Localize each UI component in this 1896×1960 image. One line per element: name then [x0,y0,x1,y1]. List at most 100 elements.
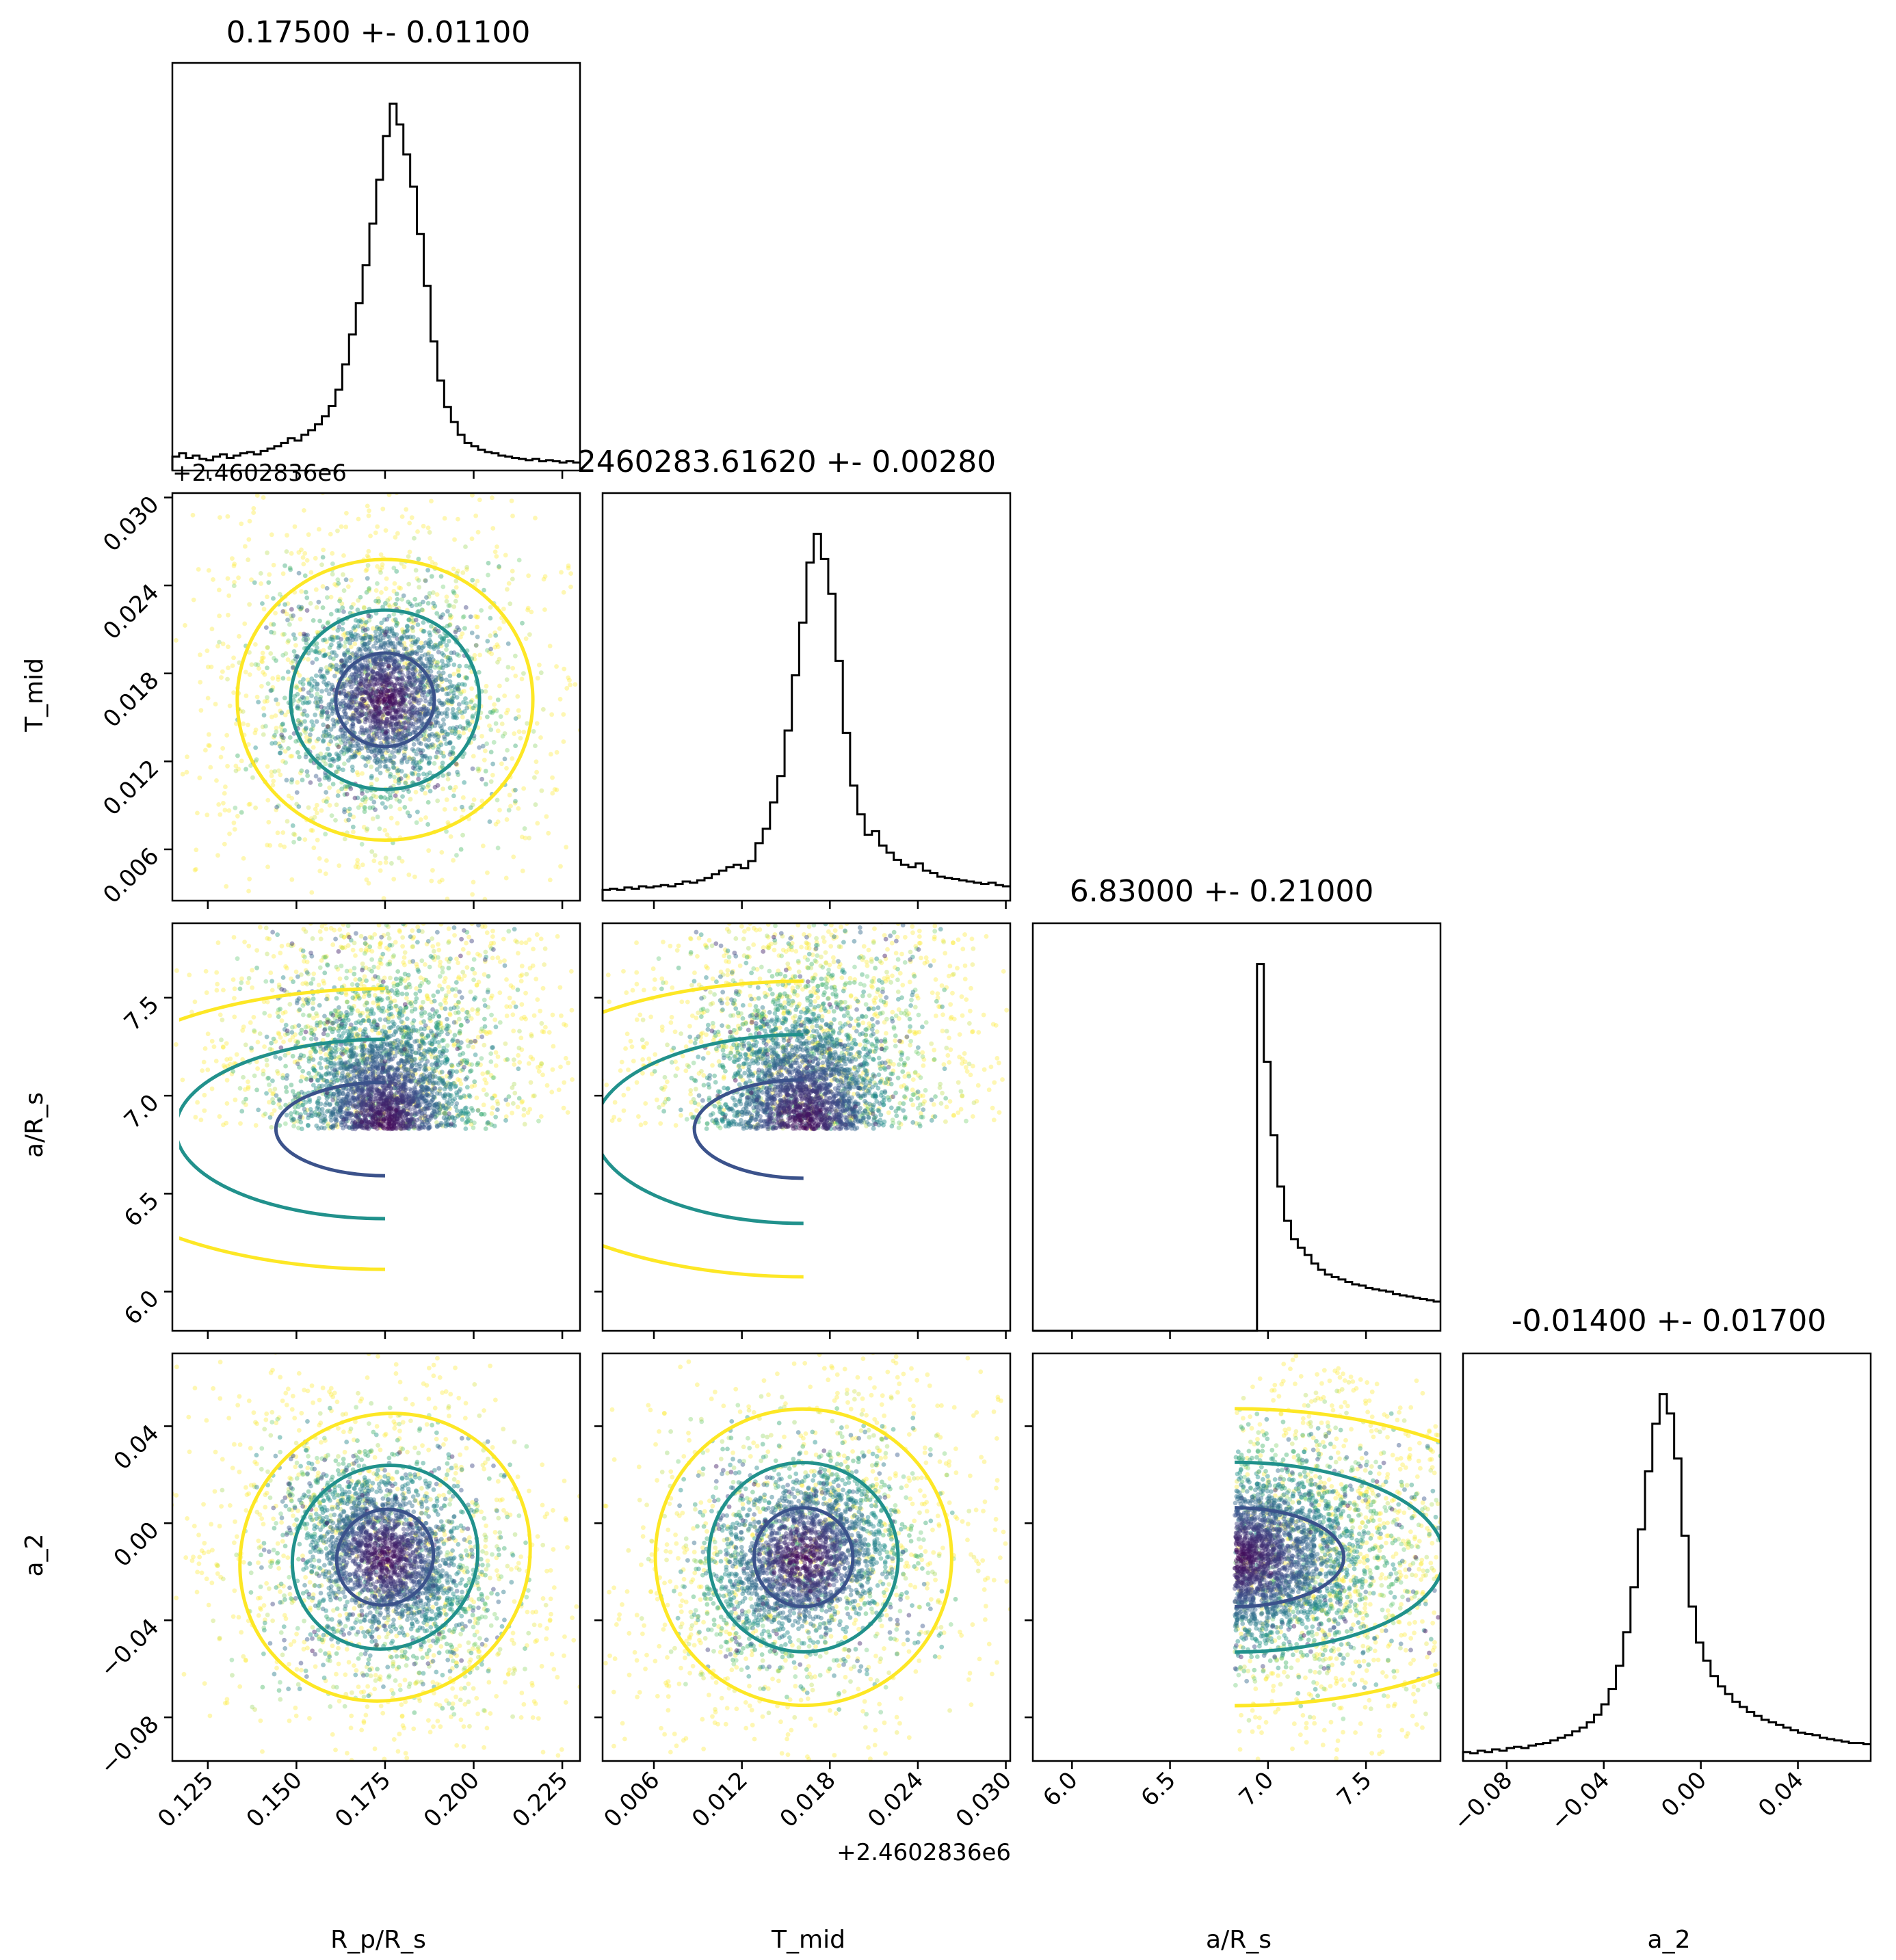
scatter-point [366,881,371,886]
scatter-point [436,683,440,689]
scatter-point [390,631,395,635]
scatter-point [510,665,516,671]
scatter-point [421,644,426,649]
scatter-point [276,1031,282,1037]
scatter-point [362,641,367,646]
scatter-point [403,780,408,786]
scatter-point [527,835,531,840]
scatter-point [314,810,319,816]
scatter-point [255,662,261,667]
scatter-point [348,742,353,747]
scatter-point [484,930,490,936]
scatter-point [466,723,471,728]
scatter-point [297,754,302,760]
scatter-point [324,730,328,735]
scatter-point [473,643,479,648]
scatter-point [231,935,237,940]
scatter-point [263,925,269,931]
scatter-point [192,867,198,873]
scatter-point [510,1111,514,1115]
scatter-point [225,514,231,519]
scatter-point [353,760,358,765]
scatter-point [302,573,308,579]
scatter-point [562,666,567,672]
scatter-point [349,724,354,729]
scatter-point [417,683,423,688]
scatter-point [451,691,456,696]
scatter-point [343,992,349,998]
scatter-point [282,631,287,637]
scatter-point [495,1054,501,1059]
scatter-point [376,600,381,605]
scatter-point [325,668,330,674]
scatter-point [439,725,444,730]
scatter-point [492,630,498,635]
scatter-point [216,802,222,807]
scatter-point [439,676,445,682]
scatter-point [426,644,432,649]
scatter-point [569,1007,575,1013]
scatter-point [441,916,446,921]
scatter-point [535,676,540,681]
scatter-point [414,697,419,702]
scatter-point [304,1076,309,1082]
scatter-point [372,706,378,711]
scatter-point [453,585,459,590]
scatter-point [328,611,334,617]
scatter-point [489,1012,494,1018]
scatter-point [209,664,214,670]
scatter-point [450,711,456,716]
scatter-point [364,711,369,717]
scatter-point [450,715,456,720]
scatter-point [357,618,363,624]
scatter-point [420,692,425,698]
scatter-point [371,658,376,663]
scatter-point [461,700,466,705]
scatter-point [410,765,416,771]
scatter-point [300,778,305,782]
scatter-point [420,748,425,753]
scatter-point [340,698,345,704]
scatter-point [246,888,251,894]
scatter-point [399,760,404,765]
scatter-point [267,936,272,942]
scatter-point [354,665,359,670]
scatter-point [471,996,477,1002]
scatter-point [339,658,344,663]
scatter-point [499,761,504,767]
scatter-point [326,652,331,657]
scatter-point [252,1028,256,1033]
scatter-point [319,674,325,680]
scatter-point [372,664,378,670]
scatter-point [279,943,285,949]
scatter-point [353,654,358,659]
scatter-point [246,557,251,562]
scatter-point [350,633,355,639]
scatter-point [343,741,348,746]
scatter-point [397,636,403,641]
scatter-point [311,684,317,689]
scatter-point [330,650,335,655]
scatter-point [236,767,241,771]
scatter-point [401,726,406,731]
scatter-point [369,968,374,974]
scatter-point [416,557,421,561]
scatter-point [358,624,364,629]
scatter-point [412,596,418,602]
scatter-point [394,623,399,628]
scatter-point [395,821,400,826]
scatter-point [521,1113,527,1118]
scatter-point [380,801,385,806]
scatter-point [397,675,402,680]
scatter-point [442,516,447,521]
scatter-point [409,713,414,718]
scatter-point [360,797,365,803]
scatter-point [410,724,416,729]
scatter-point [483,769,488,773]
scatter-point [269,773,274,778]
scatter-point [432,603,438,609]
scatter-point [554,750,559,755]
scatter-point [367,733,372,739]
scatter-point [419,757,425,763]
scatter-point [371,910,376,915]
